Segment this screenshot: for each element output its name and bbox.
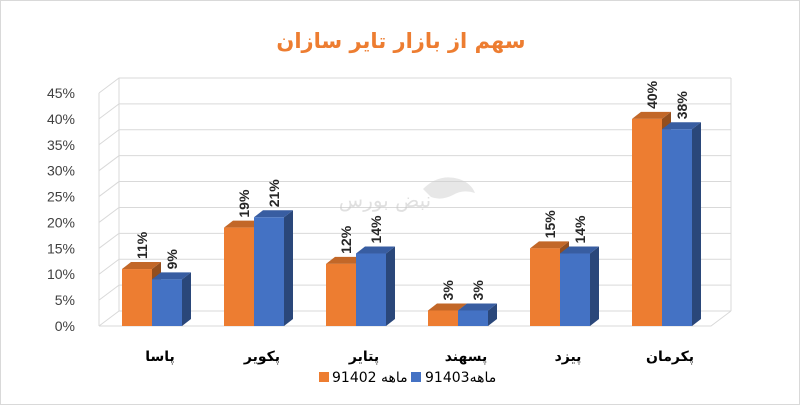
bar-front: [356, 253, 386, 326]
legend-item: 9ماهه1403: [411, 370, 496, 386]
data-label: 14%: [572, 215, 588, 244]
bar-front: [326, 263, 356, 326]
legend-swatch: [319, 372, 329, 382]
y-tick-label: 15%: [47, 240, 75, 256]
gridline: [98, 77, 731, 94]
y-axis-ticks: 0% 5% 10% 15% 20% 25% 30% 35% 40% 45%: [47, 85, 75, 334]
bar-top: [326, 256, 365, 264]
data-label: 3%: [470, 280, 486, 301]
data-label: 40%: [644, 80, 660, 109]
bar-top: [560, 246, 599, 254]
floor-edge: [99, 310, 732, 327]
data-label: 21%: [266, 179, 282, 208]
bar-front: [122, 269, 152, 326]
bar-front: [530, 248, 560, 326]
y-tick-label: 30%: [47, 163, 75, 179]
bar-side: [182, 272, 191, 326]
x-category-label: پکویر: [243, 349, 280, 365]
data-label: 9%: [164, 249, 180, 270]
legend-label: 9ماهه 1402: [332, 370, 408, 386]
bar-front: [560, 253, 590, 326]
bar-top: [458, 303, 497, 311]
data-label: 14%: [368, 215, 384, 244]
legend-swatch: [411, 372, 421, 382]
x-category-label: پیزد: [555, 349, 582, 365]
bar-top: [530, 241, 569, 249]
legend-item: 9ماهه 1402: [319, 370, 408, 386]
data-labels: 11% 9% 19% 21% 12% 14% 3% 3% 15% 14% 40% 38%: [134, 80, 690, 300]
y-tick-label: 25%: [47, 189, 75, 205]
bar-side: [692, 122, 701, 326]
bar: [152, 272, 191, 326]
data-label: 11%: [134, 231, 150, 259]
watermark-logo: نبض بورس: [339, 177, 475, 212]
data-label: 15%: [542, 210, 558, 239]
data-label: 19%: [236, 189, 252, 218]
bar-front: [152, 279, 182, 326]
y-tick-label: 0%: [55, 318, 75, 334]
data-label: 12%: [338, 225, 354, 254]
bar-front: [458, 310, 488, 326]
svg-text:نبض بورس: نبض بورس: [339, 188, 431, 212]
bar-top: [632, 111, 671, 119]
y-tick-label: 5%: [55, 292, 75, 308]
x-category-label: پسهند: [445, 349, 488, 365]
y-tick-label: 35%: [47, 137, 75, 153]
x-axis-categories: پاسا پکویر پتایر پسهند پیزد پکرمان: [145, 349, 694, 365]
bar-front: [428, 310, 458, 326]
bar: [254, 210, 293, 326]
bar-front: [224, 227, 254, 326]
bar-side: [590, 246, 599, 326]
legend-label: 9ماهه1403: [425, 370, 496, 386]
y-tick-label: 45%: [47, 85, 75, 101]
bar-side: [284, 210, 293, 326]
x-category-label: پاسا: [145, 349, 175, 365]
bar-top: [356, 246, 395, 254]
bar: [356, 246, 395, 326]
legend: 9ماهه 1402 9ماهه1403: [319, 370, 496, 386]
bar-top: [662, 122, 701, 130]
x-category-label: پتایر: [348, 349, 379, 365]
bars-layer: [122, 111, 701, 326]
bar-top: [224, 220, 263, 228]
grid-layer: [98, 77, 732, 327]
bar-front: [662, 129, 692, 326]
y-tick-label: 10%: [47, 266, 75, 282]
bar: [560, 246, 599, 326]
y-tick-label: 20%: [47, 214, 75, 230]
bar-side: [488, 303, 497, 326]
data-label: 3%: [440, 280, 456, 301]
bar-top: [428, 303, 467, 311]
bar: [662, 122, 701, 326]
x-category-label: پکرمان: [646, 349, 694, 365]
bar-top: [152, 272, 191, 280]
bar: [458, 303, 497, 326]
chart-title: سهم از بازار تایر سازان: [276, 29, 525, 53]
y-tick-label: 40%: [47, 111, 75, 127]
bar-top: [122, 262, 161, 270]
data-label: 38%: [674, 91, 690, 120]
bar-side: [386, 246, 395, 326]
bar-front: [254, 217, 284, 326]
bar-front: [632, 118, 662, 326]
bar-top: [254, 210, 293, 218]
